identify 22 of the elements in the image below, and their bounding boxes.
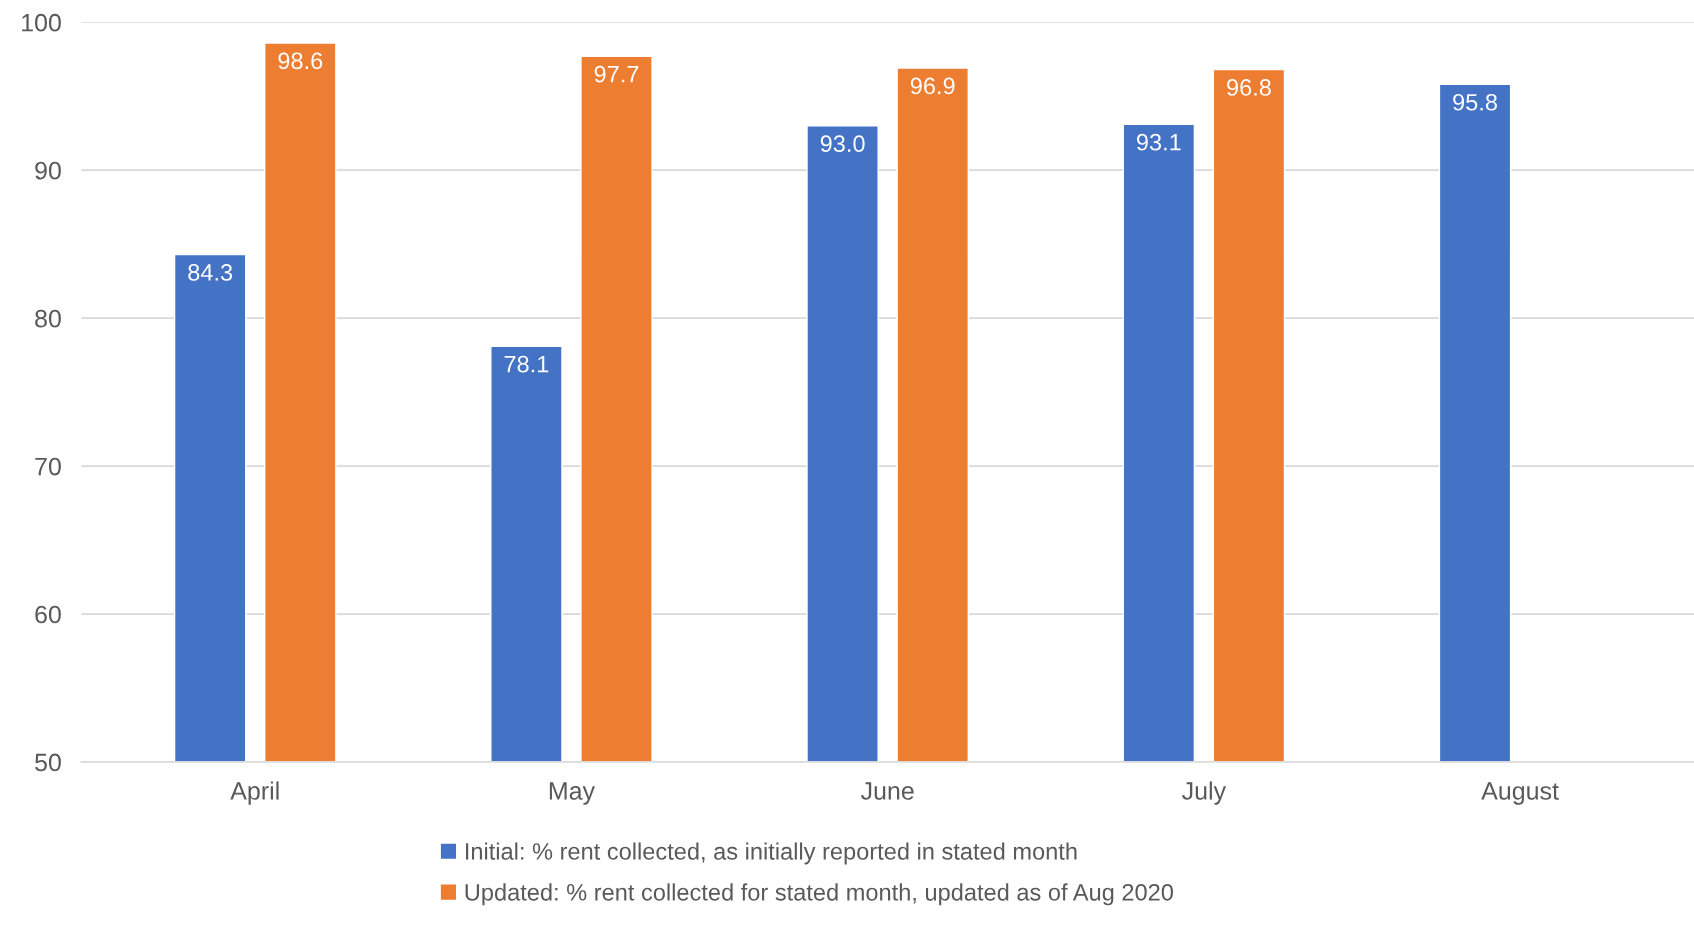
data-label: 96.9 bbox=[910, 77, 955, 95]
legend-label: Updated: % rent collected for stated month, updated as of Aug 2020 bbox=[465, 883, 1173, 906]
y-tick-label: 70 bbox=[35, 457, 61, 476]
x-tick-label: August bbox=[1481, 782, 1559, 805]
data-label: 97.7 bbox=[594, 65, 639, 83]
x-tick-label: June bbox=[860, 782, 914, 800]
x-tick-label: May bbox=[549, 782, 596, 805]
legend-label: Initial: % rent collected, as initially reported in stated month bbox=[465, 842, 1077, 865]
y-tick-label: 90 bbox=[35, 161, 61, 180]
data-label: 93.1 bbox=[1136, 133, 1181, 151]
y-tick-label: 50 bbox=[35, 753, 61, 772]
data-label: 95.8 bbox=[1453, 93, 1497, 111]
y-tick-label: 100 bbox=[22, 13, 61, 32]
data-label: 98.6 bbox=[278, 52, 323, 70]
x-tick-label: July bbox=[1182, 781, 1227, 805]
y-tick-label: 60 bbox=[35, 605, 61, 624]
x-tick-label: April bbox=[230, 781, 279, 805]
data-label: 78.1 bbox=[504, 355, 549, 373]
data-label: 96.8 bbox=[1227, 79, 1271, 96]
data-label: 93.0 bbox=[820, 135, 865, 153]
y-tick-label: 80 bbox=[35, 309, 61, 328]
data-label: 84.3 bbox=[188, 264, 233, 281]
